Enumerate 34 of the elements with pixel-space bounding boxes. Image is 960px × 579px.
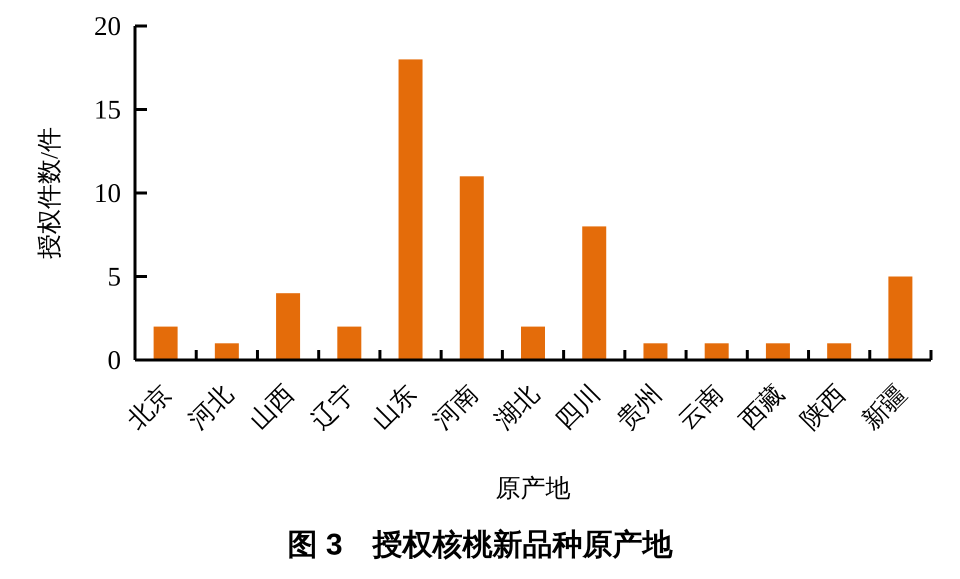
x-tick-label: 湖北 (490, 380, 545, 435)
x-axis-title: 原产地 (496, 476, 570, 502)
y-tick-label: 10 (94, 178, 121, 208)
x-tick-label: 云南 (674, 380, 728, 435)
bar (214, 343, 239, 360)
bar (337, 326, 362, 360)
x-tick-label: 河南 (428, 380, 484, 435)
x-tick-label: 陕西 (796, 380, 851, 435)
bar (460, 176, 484, 360)
x-tick-label: 北京 (122, 380, 178, 435)
x-tick-label: 贵州 (612, 380, 668, 435)
x-tick-label: 新疆 (856, 380, 912, 435)
bar (643, 343, 668, 360)
bar (521, 326, 545, 360)
x-tick-label: 辽宁 (306, 380, 361, 435)
x-tick-label: 四川 (551, 380, 606, 435)
y-tick-label: 5 (108, 262, 121, 292)
bar (827, 343, 852, 360)
x-tick-label: 山东 (366, 380, 422, 435)
y-tick-label: 0 (108, 345, 121, 375)
x-tick-label: 山西 (245, 380, 300, 435)
bar (704, 343, 729, 360)
y-axis-title: 授权件数/件 (36, 127, 64, 259)
y-tick-label: 15 (94, 94, 121, 124)
x-tick-label: 河北 (184, 380, 238, 435)
text: 图 3 授权核桃新品种原产地 (287, 528, 674, 562)
bar (398, 59, 423, 360)
bar (766, 343, 790, 360)
bar (888, 276, 912, 360)
bar (582, 226, 606, 360)
x-tick-label: 西藏 (735, 380, 790, 435)
bar (154, 326, 178, 360)
y-tick-label: 20 (94, 11, 121, 41)
bar (276, 293, 300, 360)
